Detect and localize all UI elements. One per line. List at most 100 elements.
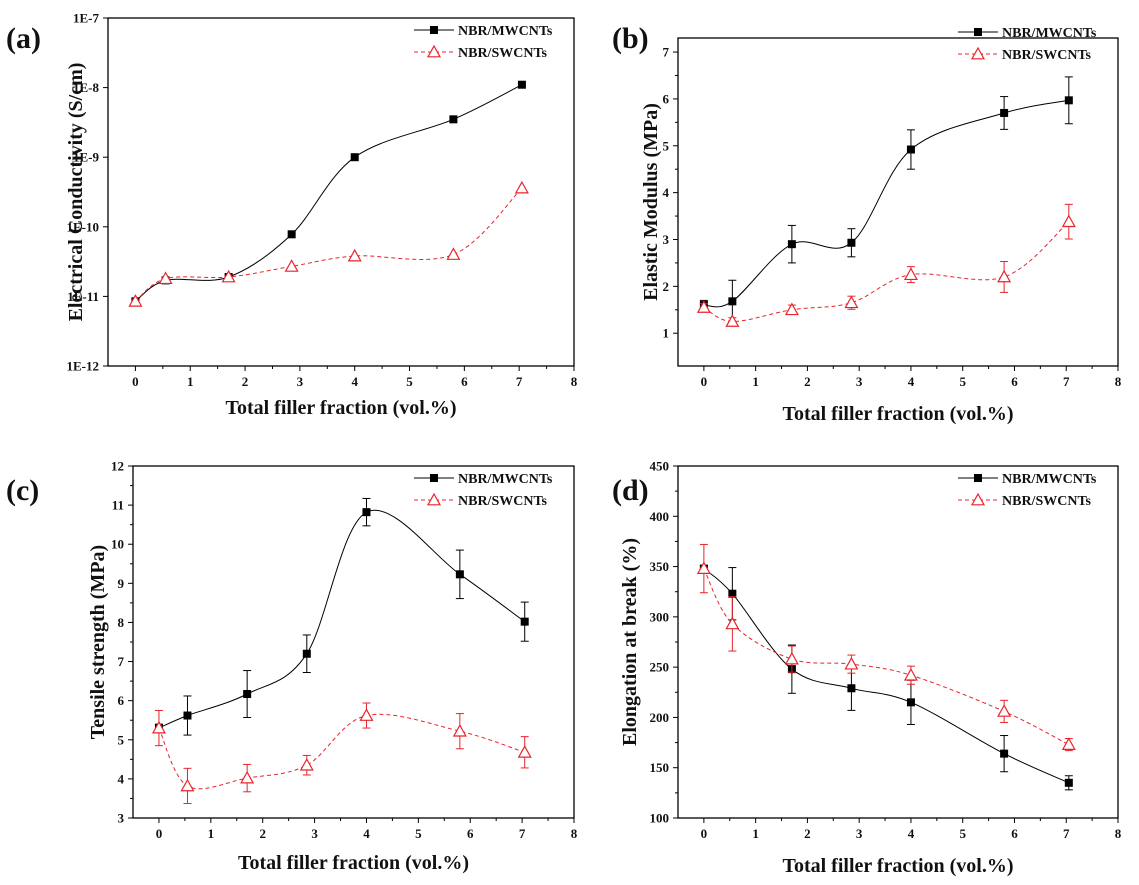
x-tick-label: 4 <box>908 826 915 841</box>
x-tick-label: 8 <box>1115 826 1122 841</box>
data-point <box>243 690 252 699</box>
chart-panel-d: (d) 0 1 2 3 4 5 6 7 8 100 150 200 250 300 350 400 450 Tota… <box>612 459 1122 878</box>
data-point <box>517 80 526 89</box>
x-tick-label: 5 <box>959 374 966 389</box>
x-tick-label: 7 <box>519 826 526 841</box>
y-tick-label: 450 <box>650 459 670 474</box>
series-mwcnts <box>699 76 1073 323</box>
data-point <box>847 238 856 247</box>
x-tick-label: 1 <box>752 826 759 841</box>
series-line <box>135 187 523 302</box>
panel-label: (b) <box>612 22 649 55</box>
x-tick-label: 7 <box>1063 826 1070 841</box>
x-tick-label: 0 <box>701 374 708 389</box>
data-point <box>903 267 918 281</box>
panel-label: (a) <box>6 22 41 55</box>
series-line <box>703 99 1069 308</box>
y-tick-label: 300 <box>650 609 670 624</box>
x-tick-label: 6 <box>461 374 468 389</box>
y-tick-label: 3 <box>118 811 125 826</box>
data-point <box>1061 737 1076 750</box>
data-point <box>514 180 529 194</box>
data-point <box>787 240 796 249</box>
plot-frame <box>107 17 575 367</box>
y-tick-label: 4 <box>663 185 670 200</box>
y-tick-label: 11 <box>112 498 124 513</box>
y-tick-label: 100 <box>650 811 670 826</box>
y-tick-label: 1E-11 <box>67 289 99 304</box>
data-point <box>970 46 986 60</box>
y-tick-label: 6 <box>118 693 125 708</box>
data-point <box>449 115 458 124</box>
data-point <box>1000 749 1009 758</box>
data-point <box>362 508 371 517</box>
series-mwcnts <box>154 497 529 736</box>
panel-label: (c) <box>6 474 39 507</box>
data-point <box>430 474 438 482</box>
series-swcnts <box>128 180 529 307</box>
x-tick-label: 1 <box>752 374 759 389</box>
data-point <box>151 720 166 734</box>
data-point <box>696 561 711 574</box>
x-tick-label: 1 <box>187 374 194 389</box>
x-tick-label: 2 <box>259 826 266 841</box>
x-tick-label: 0 <box>701 826 708 841</box>
y-tick-label: 1E-7 <box>73 11 100 26</box>
x-tick-label: 2 <box>242 374 249 389</box>
legend-label: NBR/MWCNTs <box>1002 26 1097 41</box>
series-line <box>703 568 1070 746</box>
data-point <box>903 667 918 681</box>
x-tick-label: 3 <box>856 374 863 389</box>
data-point <box>284 259 299 272</box>
legend-label: NBR/SWCNTs <box>1002 48 1092 63</box>
plot-frame <box>132 465 575 819</box>
y-tick-label: 250 <box>650 660 670 675</box>
legend-label: NBR/SWCNTs <box>458 494 548 509</box>
data-point <box>844 656 859 670</box>
panel-label: (d) <box>612 474 649 507</box>
series-line <box>158 713 525 790</box>
y-tick-label: 7 <box>118 654 125 669</box>
series-mwcnts <box>699 564 1073 791</box>
data-point <box>299 757 314 771</box>
y-tick-label: 1E-12 <box>67 359 100 374</box>
data-point <box>844 295 859 309</box>
y-tick-label: 10 <box>111 537 124 552</box>
x-tick-label: 5 <box>415 826 422 841</box>
x-tick-label: 0 <box>156 826 163 841</box>
data-point <box>287 230 296 239</box>
y-axis-title: Elastic Modulus (MPa) <box>640 103 662 301</box>
data-point <box>970 492 986 506</box>
x-tick-label: 1 <box>208 826 215 841</box>
x-tick-label: 8 <box>571 826 578 841</box>
y-tick-label: 2 <box>663 279 670 294</box>
data-point <box>128 294 143 307</box>
data-point <box>997 704 1012 717</box>
series-line <box>703 221 1070 323</box>
y-tick-label: 350 <box>650 559 670 574</box>
x-tick-label: 5 <box>406 374 413 389</box>
y-tick-label: 6 <box>663 91 670 106</box>
series-swcnts <box>151 702 532 805</box>
y-tick-label: 1E-8 <box>73 80 100 95</box>
x-tick-label: 6 <box>1011 374 1018 389</box>
x-tick-label: 5 <box>959 826 966 841</box>
x-tick-label: 3 <box>297 374 304 389</box>
y-axis-title: Tensile strength (MPa) <box>87 545 109 739</box>
data-point <box>784 651 799 665</box>
data-point <box>183 711 192 720</box>
x-tick-label: 0 <box>132 374 139 389</box>
series-swcnts <box>696 203 1076 327</box>
data-point <box>455 570 464 579</box>
data-point <box>725 616 740 630</box>
data-point <box>847 684 856 693</box>
data-point <box>446 247 461 260</box>
data-point <box>974 474 982 482</box>
data-point <box>1061 214 1076 228</box>
chart-panel-a: (a) 0 1 2 3 4 5 6 7 8 1E-12 1E-11 1E-10 1E-9 1E-8 1E-7 T… <box>6 11 578 420</box>
data-point <box>1000 108 1009 117</box>
data-point <box>1064 96 1073 105</box>
plot-frame <box>677 37 1119 367</box>
x-tick-label: 7 <box>1063 374 1070 389</box>
